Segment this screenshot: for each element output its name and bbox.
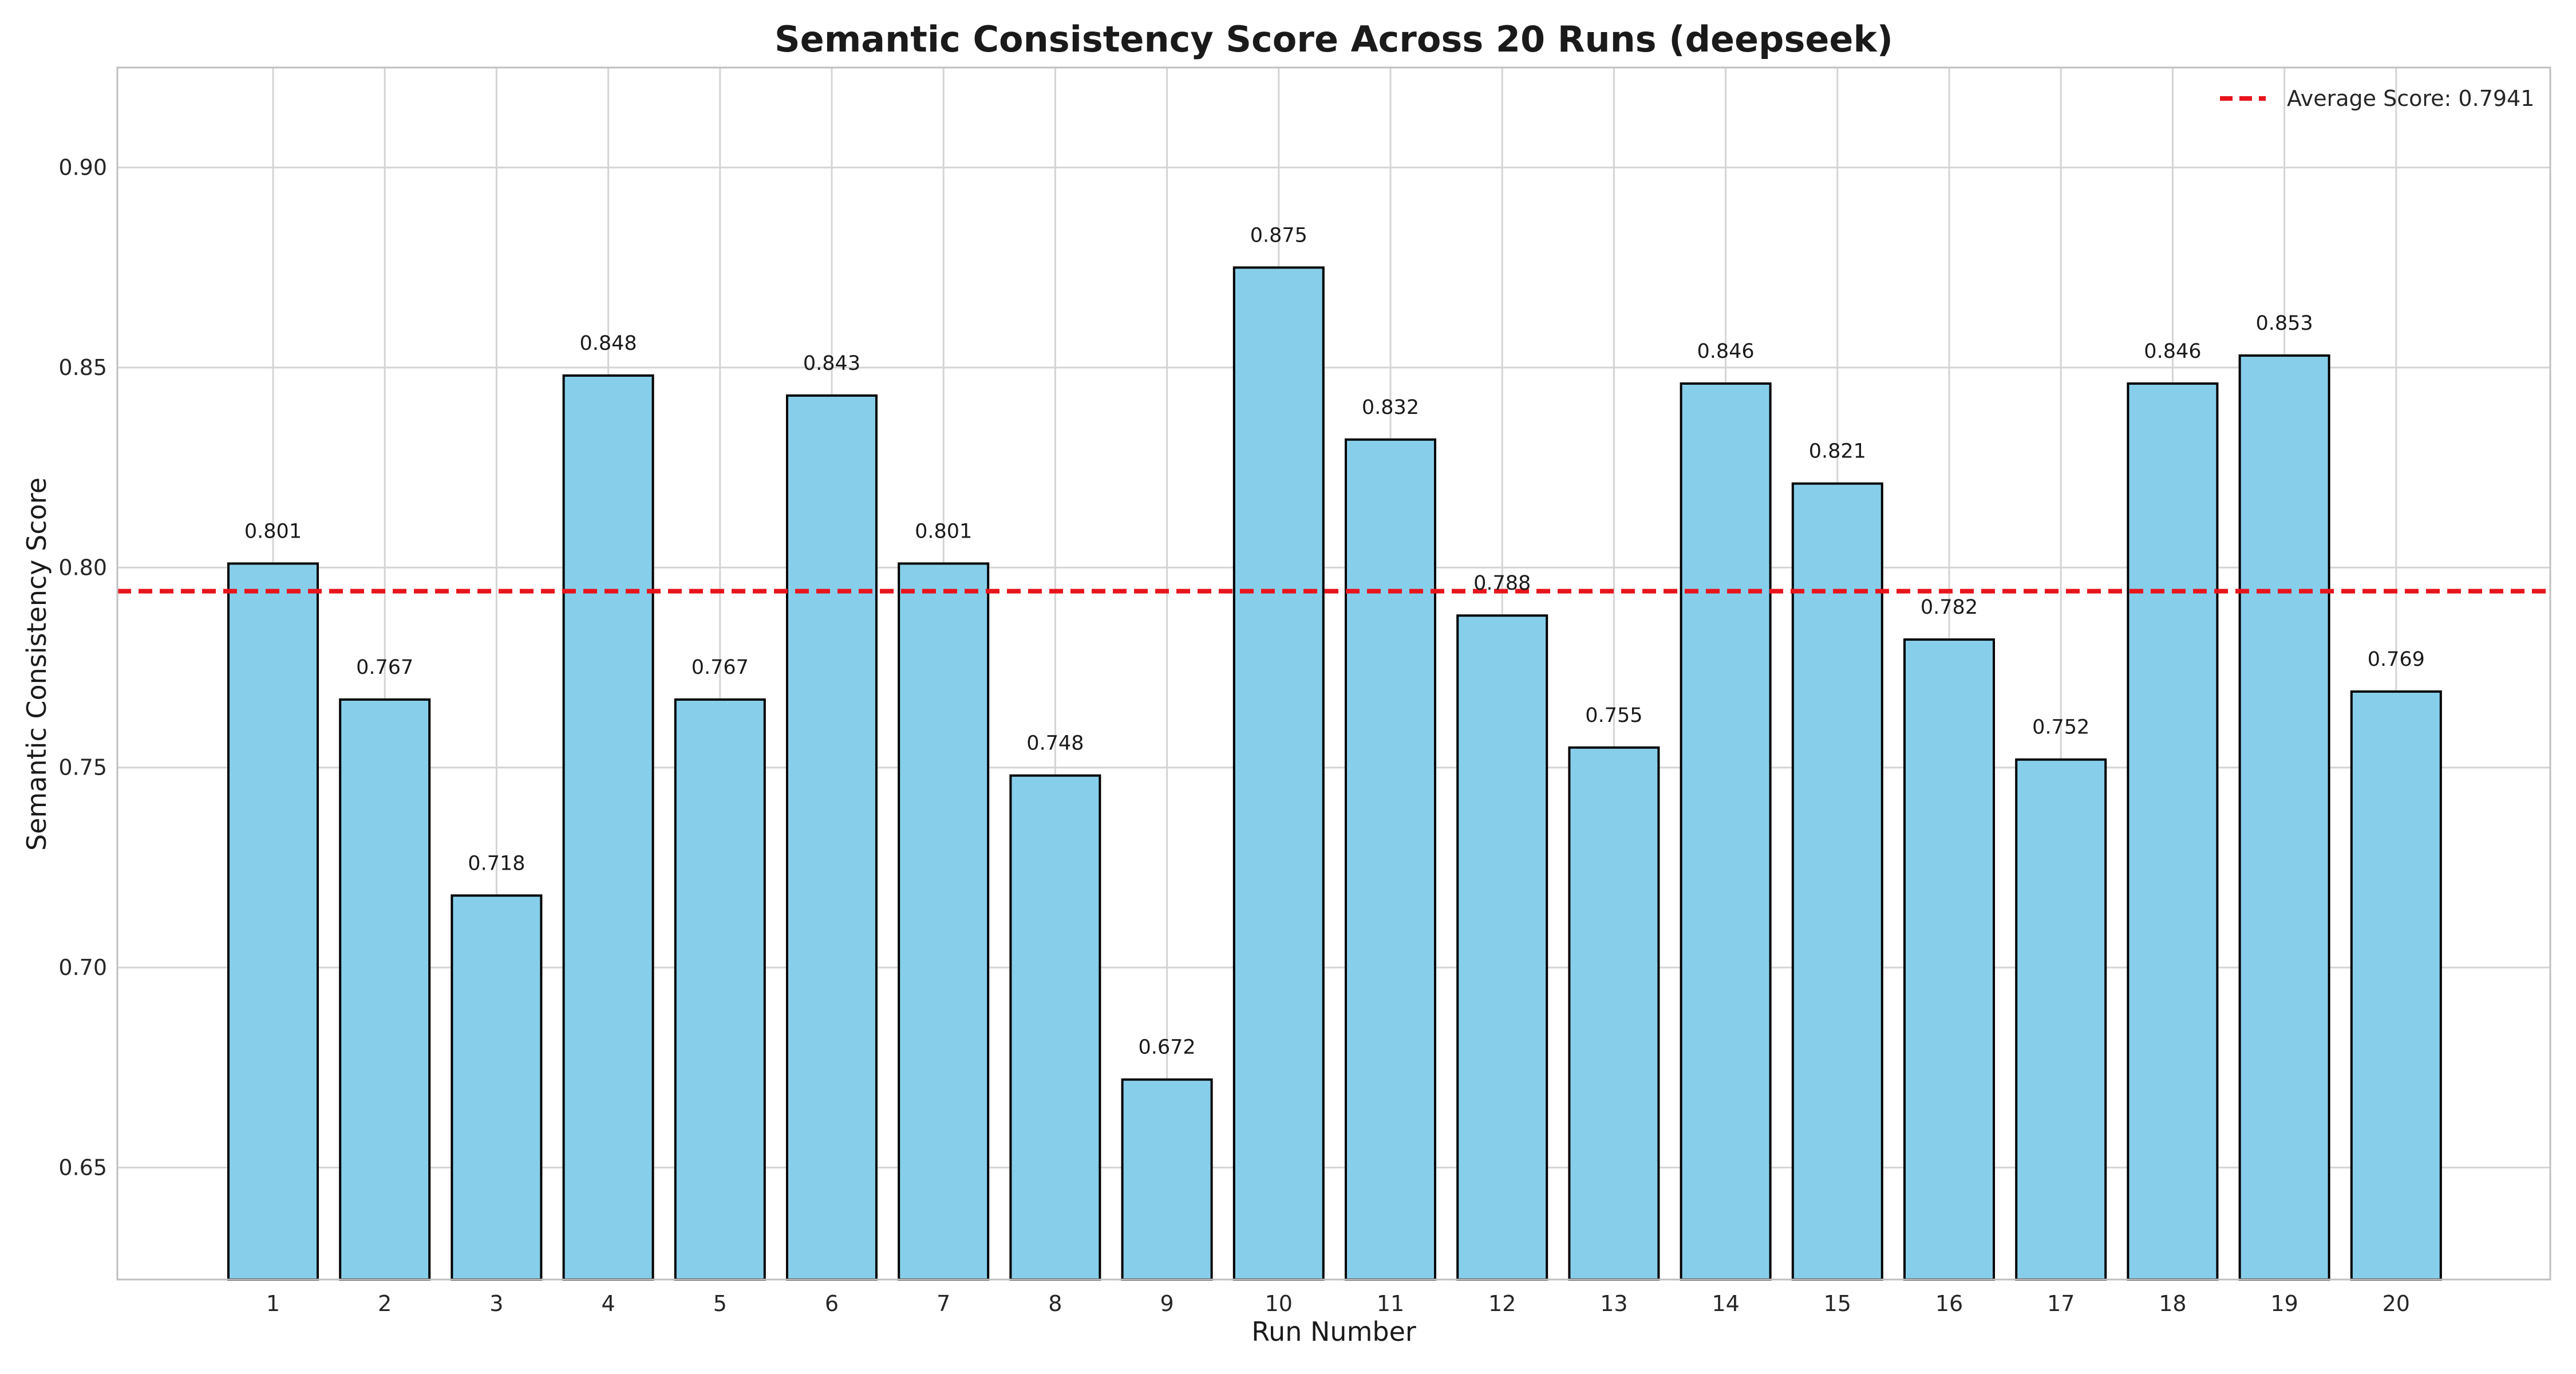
plot-frame — [116, 66, 2551, 1281]
bar-run-7 — [898, 562, 990, 1281]
bar-run-16 — [1903, 638, 1995, 1281]
bar-run-20 — [2350, 690, 2442, 1281]
value-label-run-14: 0.846 — [1697, 340, 1754, 363]
tick-label-layer: 0.650.700.750.800.850.901 2 3 4 5 6 7 8 9 10 11 12 1… — [58, 155, 2410, 1316]
bar-run-18 — [2127, 382, 2219, 1281]
x-tick-label: 19 — [2270, 1291, 2298, 1316]
bar-run-15 — [1791, 482, 1883, 1281]
bar-run-2 — [339, 698, 431, 1281]
value-label-run-13: 0.755 — [1585, 704, 1642, 727]
value-label-run-3: 0.718 — [468, 852, 525, 875]
bar-run-8 — [1009, 774, 1101, 1281]
value-label-run-6: 0.843 — [803, 352, 860, 375]
x-tick-label: 4 — [602, 1291, 615, 1316]
x-tick-label: 20 — [2383, 1291, 2410, 1316]
bar-run-12 — [1456, 614, 1548, 1281]
value-label-run-2: 0.767 — [356, 656, 413, 679]
bar-run-1 — [227, 562, 319, 1281]
y-tick-label: 0.80 — [58, 555, 107, 580]
value-label-run-16: 0.782 — [1921, 596, 1978, 619]
value-label-run-18: 0.846 — [2144, 340, 2201, 363]
bar-run-5 — [674, 698, 766, 1281]
value-label-run-17: 0.752 — [2032, 716, 2089, 739]
x-tick-label: 16 — [1935, 1291, 1963, 1316]
x-tick-label: 18 — [2159, 1291, 2186, 1316]
value-label-run-4: 0.848 — [579, 332, 637, 355]
bar-run-11 — [1345, 438, 1436, 1281]
bar-run-10 — [1232, 266, 1325, 1281]
bar-run-6 — [786, 394, 878, 1281]
x-tick-label: 6 — [825, 1291, 839, 1316]
y-tick-label: 0.90 — [58, 155, 107, 180]
x-tick-label: 17 — [2047, 1291, 2075, 1316]
value-label-run-7: 0.801 — [915, 520, 972, 543]
legend: Average Score: 0.7941 — [2220, 86, 2534, 111]
value-label-run-10: 0.875 — [1250, 224, 1307, 247]
x-tick-label: 13 — [1600, 1291, 1627, 1316]
y-tick-label: 0.70 — [58, 955, 107, 980]
chart-title: Semantic Consistency Score Across 20 Run… — [775, 18, 1893, 60]
x-tick-label: 15 — [1824, 1291, 1851, 1316]
bar-run-17 — [2015, 758, 2107, 1281]
bar-run-4 — [562, 374, 654, 1281]
x-tick-label: 7 — [937, 1291, 950, 1316]
y-tick-label: 0.85 — [58, 355, 107, 380]
value-label-run-1: 0.801 — [244, 520, 302, 543]
x-tick-label: 3 — [489, 1291, 503, 1316]
x-tick-label: 9 — [1160, 1291, 1174, 1316]
x-tick-label: 5 — [713, 1291, 727, 1316]
x-axis-label: Run Number — [1251, 1316, 1416, 1347]
x-tick-label: 10 — [1265, 1291, 1293, 1316]
x-tick-label: 2 — [378, 1291, 392, 1316]
value-label-run-12: 0.788 — [1473, 572, 1531, 595]
x-tick-label: 14 — [1712, 1291, 1739, 1316]
bar-run-19 — [2238, 354, 2330, 1281]
value-label-run-5: 0.767 — [692, 656, 749, 679]
value-label-run-15: 0.821 — [1809, 440, 1866, 463]
value-label-run-11: 0.832 — [1362, 396, 1419, 419]
value-label-run-8: 0.748 — [1026, 732, 1084, 755]
x-tick-label: 1 — [266, 1291, 280, 1316]
y-tick-label: 0.75 — [58, 755, 107, 780]
bar-run-9 — [1121, 1078, 1213, 1281]
x-tick-label: 11 — [1377, 1291, 1404, 1316]
value-label-run-20: 0.769 — [2368, 648, 2425, 671]
y-axis-label: Semantic Consistency Score — [21, 477, 52, 851]
value-label-layer: 0.801 0.767 0.718 0.848 0.767 0.843 0.801 0.748… — [244, 224, 2425, 1059]
bar-run-14 — [1680, 382, 1772, 1281]
value-label-run-19: 0.853 — [2255, 312, 2313, 335]
bar-run-3 — [451, 894, 543, 1281]
y-tick-label: 0.65 — [58, 1155, 107, 1180]
bar-layer — [227, 266, 2442, 1281]
x-tick-label: 12 — [1488, 1291, 1516, 1316]
value-label-run-9: 0.672 — [1138, 1036, 1195, 1059]
bar-run-13 — [1568, 746, 1660, 1281]
x-tick-label: 8 — [1048, 1291, 1062, 1316]
legend-average-label: Average Score: 0.7941 — [2287, 86, 2534, 111]
